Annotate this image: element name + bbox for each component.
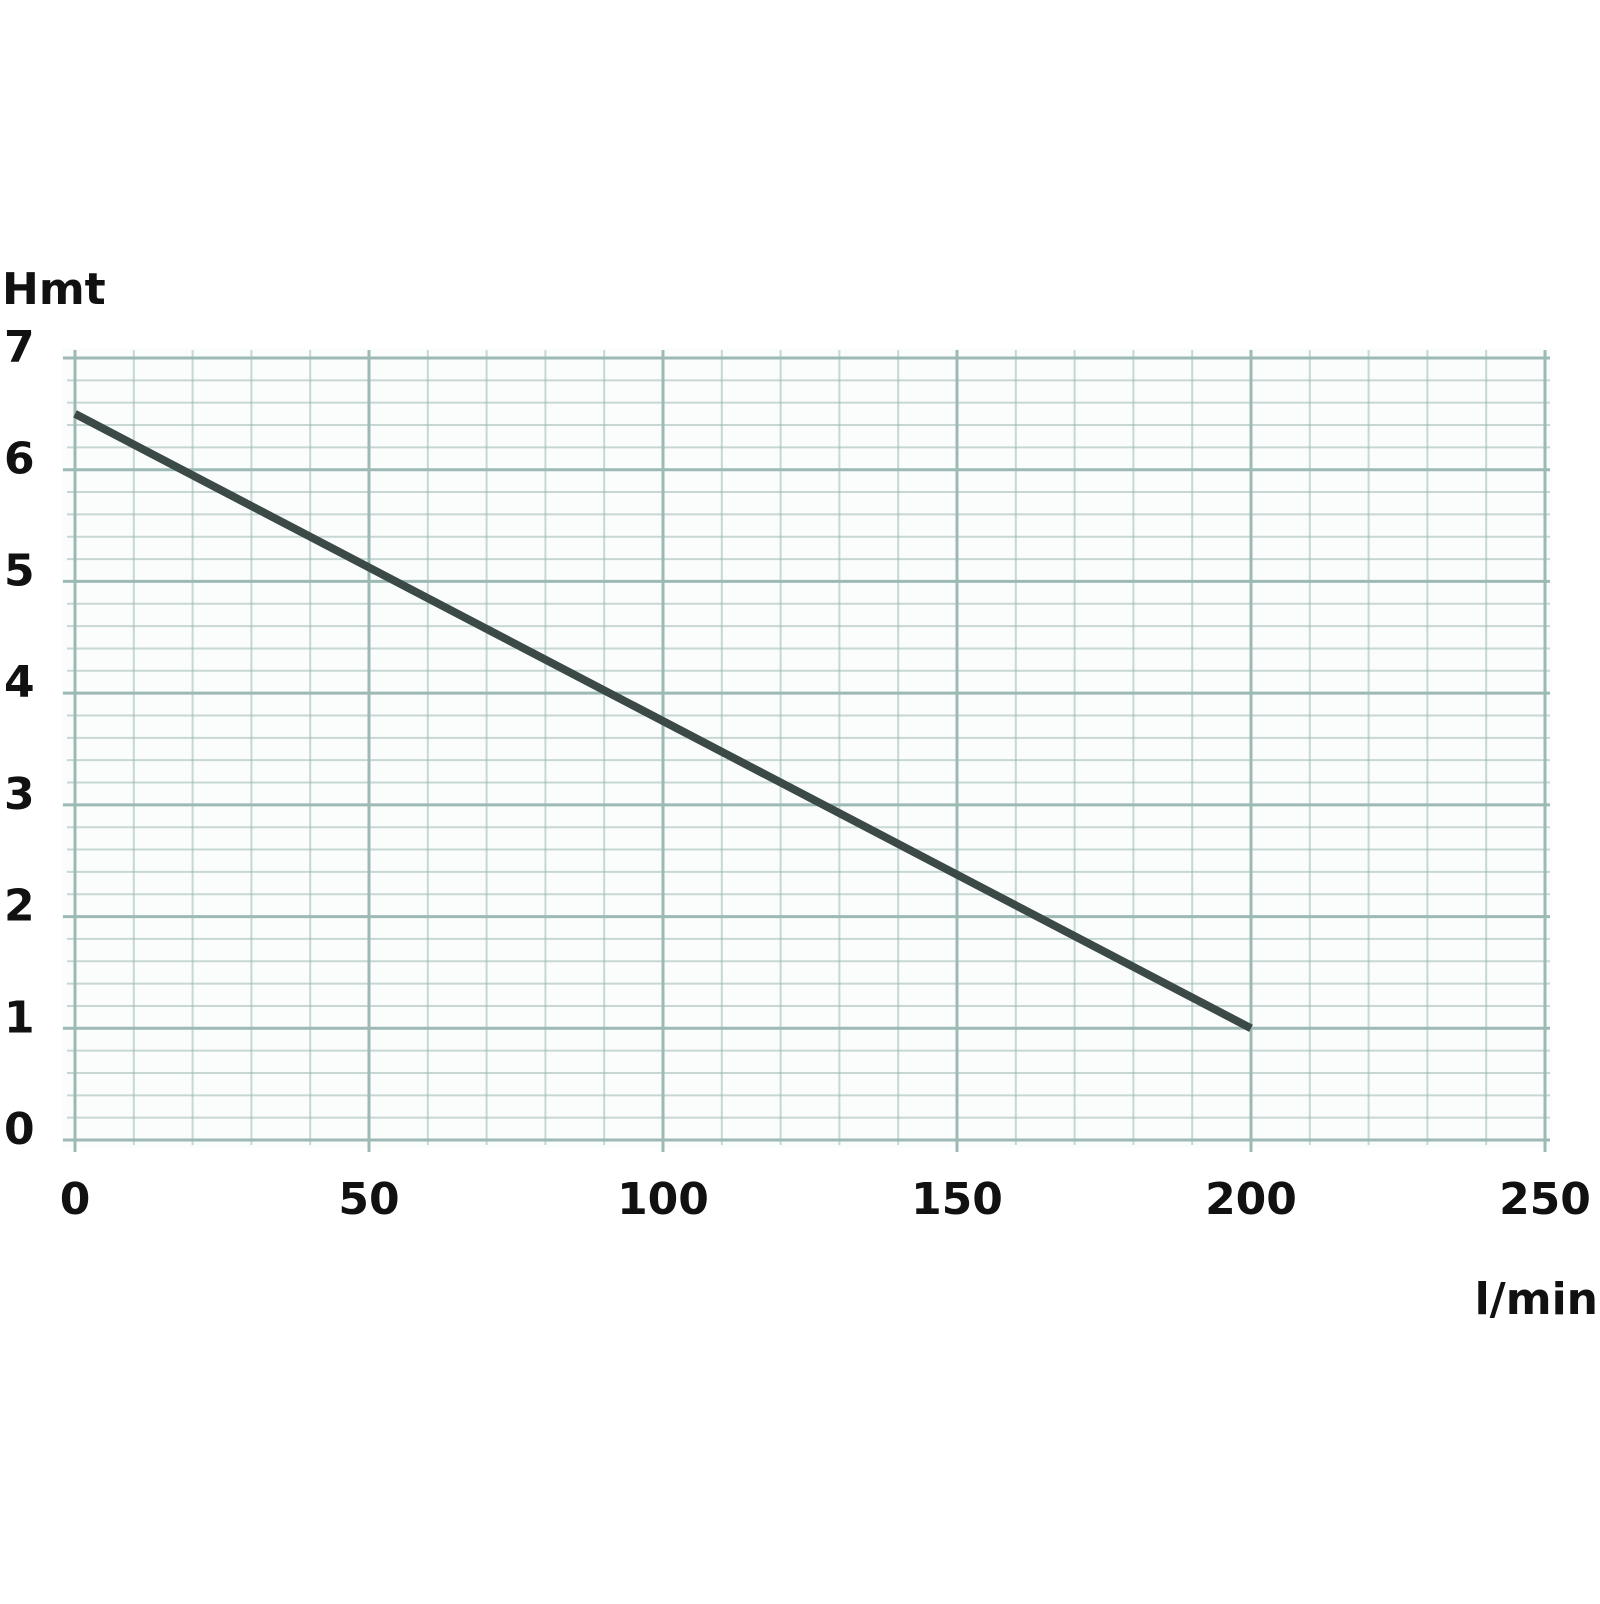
- y-tick-label: 3: [4, 769, 35, 820]
- x-tick-label: 250: [1499, 1174, 1591, 1225]
- x-tick-label: 0: [60, 1174, 91, 1225]
- x-tick-label: 150: [911, 1174, 1003, 1225]
- x-axis-label: l/min: [1475, 1274, 1598, 1325]
- y-tick-label: 1: [4, 992, 35, 1043]
- x-tick-label: 100: [617, 1174, 709, 1225]
- x-tick-label: 50: [338, 1174, 399, 1225]
- y-tick-label: 6: [4, 434, 35, 485]
- y-tick-label: 4: [4, 657, 35, 708]
- y-tick-label: 0: [4, 1104, 35, 1155]
- data-line: [73, 410, 1253, 1032]
- x-tick-label: 200: [1205, 1174, 1297, 1225]
- y-tick-label: 5: [4, 545, 35, 596]
- y-axis-label: Hmt: [2, 264, 106, 315]
- y-tick-label: 2: [4, 881, 35, 932]
- y-tick-label: 7: [4, 322, 35, 373]
